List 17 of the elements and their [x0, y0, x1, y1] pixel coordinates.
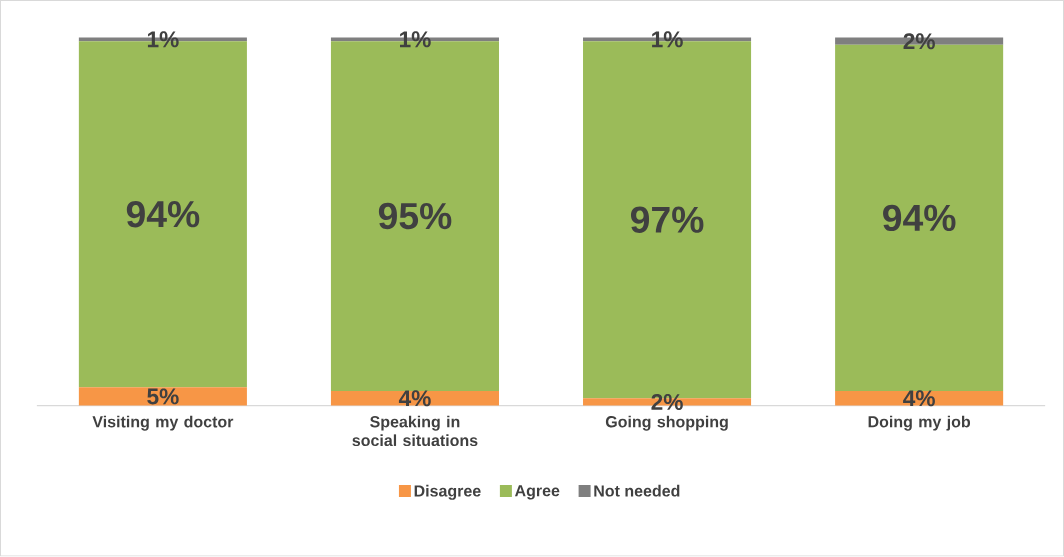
data-label: 4%	[398, 390, 431, 407]
legend-label: Not needed	[594, 485, 680, 497]
data-label: 4%	[903, 390, 935, 407]
data-label: 94%	[126, 201, 200, 228]
bar	[330, 391, 499, 406]
data-label: 97%	[630, 206, 704, 234]
x-tick-label: Going shopping	[605, 415, 728, 431]
x-tick-label: Visiting my doctor	[92, 415, 234, 431]
x-tick-label: Doing my job	[868, 415, 971, 431]
bar	[78, 387, 247, 406]
legend-label: Disagree	[414, 485, 481, 501]
legend-label: Agree	[514, 485, 560, 500]
data-label: 5%	[147, 388, 179, 405]
data-label: 95%	[378, 203, 452, 230]
data-label: 94%	[883, 204, 956, 232]
x-tick-label: Speaking in social situations	[352, 415, 478, 447]
bar	[835, 391, 1004, 406]
